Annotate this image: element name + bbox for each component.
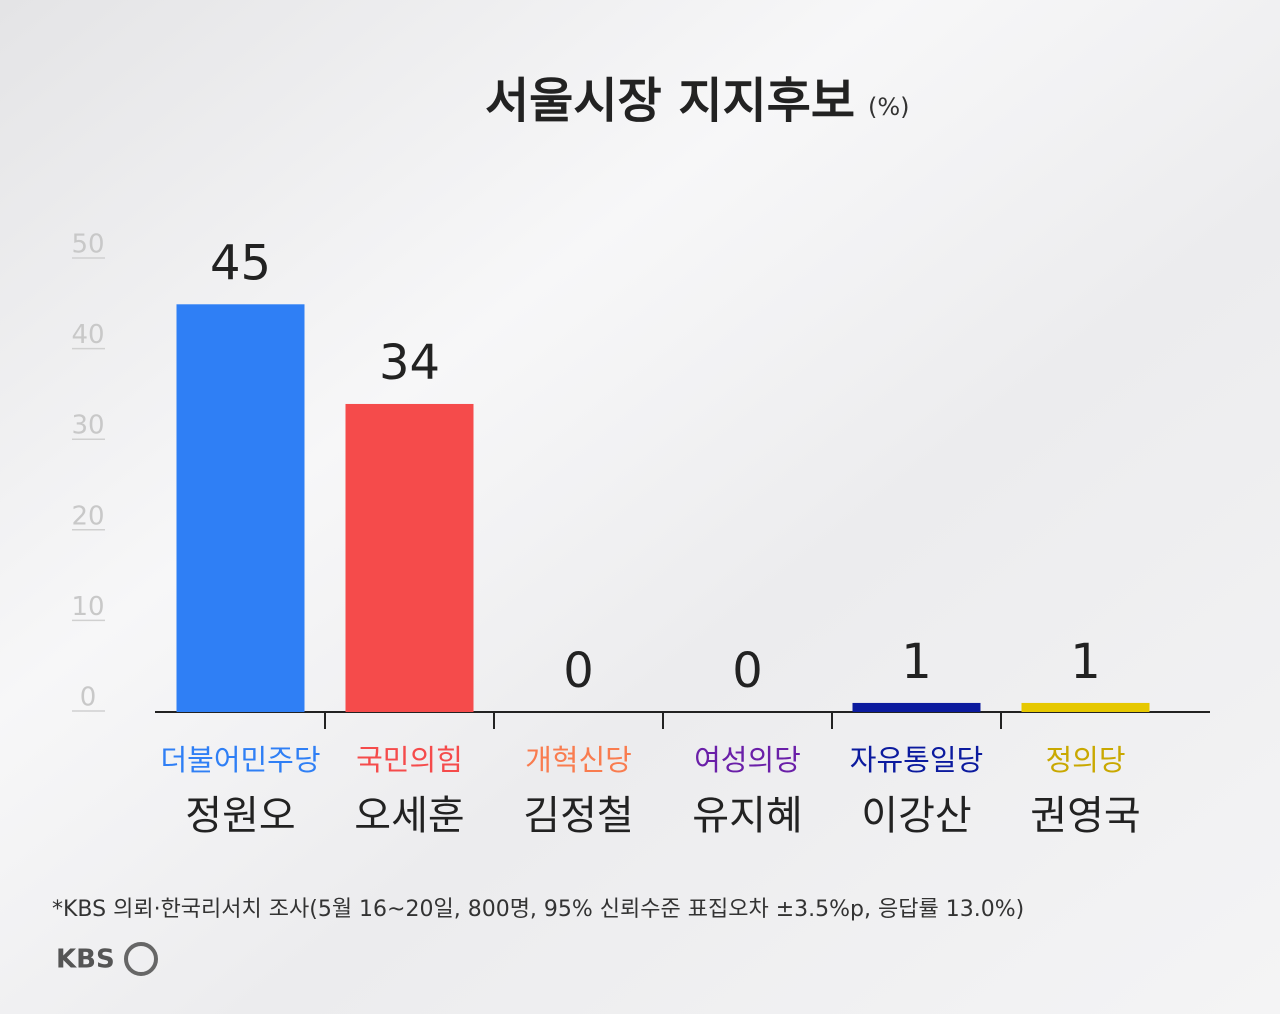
value-label: 1 (1070, 634, 1101, 690)
party-label: 자유통일당 (850, 743, 983, 777)
party-label: 개혁신당 (525, 743, 632, 777)
bar (176, 304, 305, 712)
value-label: 1 (901, 634, 932, 690)
value-label: 0 (732, 643, 763, 699)
x-tick-label: 김정철 (523, 793, 633, 839)
party-label: 여성의당 (694, 743, 801, 777)
logo-mark (124, 942, 158, 976)
y-tick-label: 40 (71, 320, 104, 350)
bar (345, 403, 474, 712)
x-tick-label: 유지혜 (692, 793, 802, 839)
x-tick-label: 이강산 (861, 793, 971, 839)
bar (1021, 702, 1150, 712)
y-tick-label: 50 (71, 230, 104, 260)
value-label: 0 (563, 643, 594, 699)
value-label: 45 (210, 235, 271, 291)
y-tick-label: 0 (80, 683, 97, 713)
y-tick-label: 10 (71, 592, 104, 622)
party-label: 정의당 (1045, 743, 1125, 777)
unit: (%) (868, 93, 910, 121)
y-tick-label: 30 (71, 411, 104, 441)
logo: KBS (56, 945, 115, 975)
x-tick-label: 권영국 (1030, 793, 1140, 839)
footnote: *KBS 의뢰·한국리서치 조사(5월 16~20일, 800명, 95% 신뢰… (52, 897, 1024, 922)
value-label: 34 (379, 335, 440, 391)
party-label: 더불어민주당 (160, 743, 320, 777)
x-tick-label: 오세훈 (354, 793, 464, 839)
bar (852, 702, 981, 712)
y-tick-label: 20 (71, 501, 104, 531)
x-tick-label: 정원오 (185, 793, 295, 839)
chart-title: 서울시장 지지후보 (485, 73, 855, 129)
party-label: 국민의힘 (356, 743, 463, 777)
